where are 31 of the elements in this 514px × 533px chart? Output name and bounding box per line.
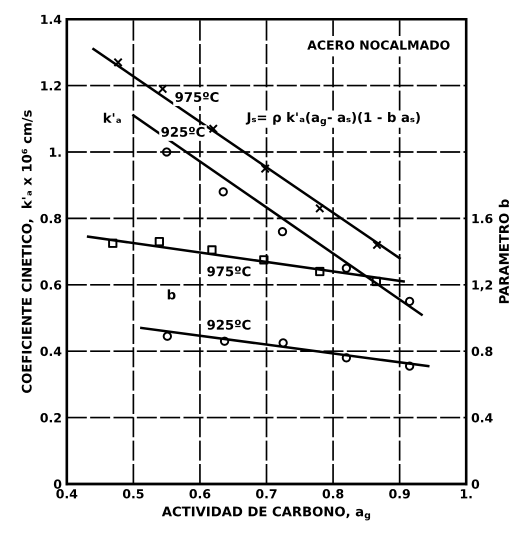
y-tick-label: 1. bbox=[50, 148, 61, 157]
y2-tick-label: 0 bbox=[472, 479, 480, 489]
x-tick-label: 0.7 bbox=[256, 489, 277, 498]
annotation: 975ºC bbox=[207, 266, 250, 276]
x-tick-label: 1. bbox=[460, 489, 472, 498]
y-tick-label: 0.4 bbox=[40, 346, 62, 356]
annotation: 975ºC bbox=[175, 92, 218, 102]
y-tick-label: 1.2 bbox=[41, 81, 61, 90]
annotation: 925ºC bbox=[207, 320, 250, 330]
y-tick-label: 0 bbox=[54, 479, 62, 489]
x-tick-label: 0.4 bbox=[56, 489, 78, 498]
annotation: b bbox=[168, 289, 176, 300]
annotation: k'ₐ bbox=[104, 112, 121, 123]
y-tick-label: 0.8 bbox=[40, 214, 62, 224]
y2-tick-label: 1.6 bbox=[472, 214, 493, 224]
y2-tick-label: 1,2 bbox=[472, 280, 492, 292]
y2-tick-label: 0.4 bbox=[472, 413, 493, 422]
x-tick-label: 0.8 bbox=[322, 489, 344, 498]
y-tick-label: 0.2 bbox=[40, 413, 61, 422]
x-tick-label: 0.6 bbox=[189, 489, 210, 498]
y2-tick-label: 0.8 bbox=[472, 346, 492, 356]
y-tick-label: 0.6 bbox=[40, 280, 62, 290]
y-axis-title: COEFICIENTE CINETICO, k'ₐ x 10⁶ cm/s bbox=[21, 110, 34, 393]
y2-axis-title: PARAMETRO b bbox=[498, 199, 509, 304]
x-axis-title: ACTIVIDAD DE CARBONO, a$_{g}$ bbox=[162, 506, 370, 520]
text: ACERO NOCALMADO bbox=[307, 40, 450, 50]
annotation: 925ºC bbox=[161, 126, 204, 137]
y-tick-label: 1.4 bbox=[41, 14, 62, 24]
x-tick-label: 0.5 bbox=[122, 489, 144, 498]
x-tick-label: 0.9 bbox=[389, 489, 410, 498]
annotation: Jₛ= ρ k'ₐ(a$_{g}$- aₛ)(1 - b aₛ) bbox=[246, 112, 420, 126]
